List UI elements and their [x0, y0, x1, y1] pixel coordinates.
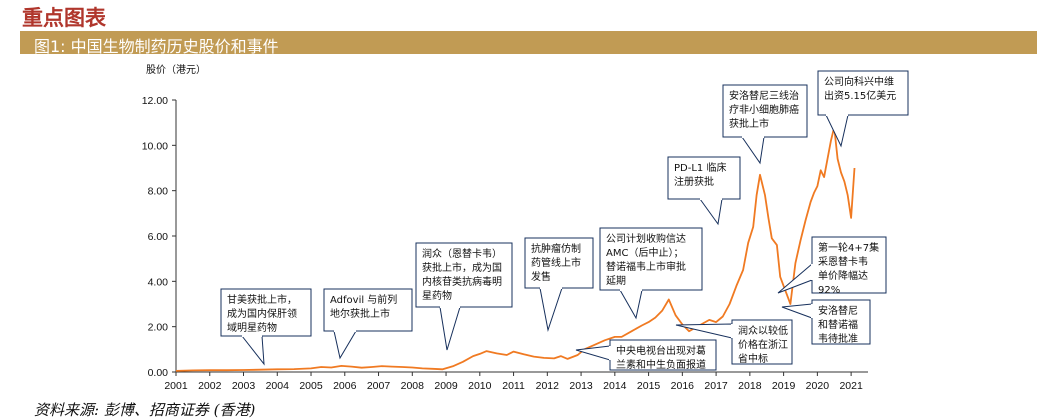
callout-text: 公司向科兴中维出资5.15亿美元: [824, 75, 896, 102]
x-tick-label: 2021: [839, 380, 863, 392]
source-note: 资料来源: 彭博、招商证券 (香港): [34, 401, 256, 419]
y-tick-label: 6.00: [148, 231, 169, 243]
callout-pointer: [781, 303, 813, 319]
callout-pointer: [240, 335, 265, 366]
figure-title-bar: 图1: 中国生物制药历史股价和事件: [20, 31, 1037, 56]
event-callout: Adfovil 与前列地尔获批上市: [323, 288, 413, 360]
callout-pointer: [333, 330, 357, 360]
callout-box: [220, 288, 312, 337]
callout-text: 润众（恩替卡韦）获批上市，成为国内核苷类抗病毒明星药物: [422, 247, 502, 302]
callout-pointer: [675, 323, 733, 339]
x-tick-label: 2003: [232, 380, 256, 392]
callout-text: 甘美获批上市，成为国内保肝领域明星药物: [227, 293, 297, 334]
callout-box: [323, 288, 413, 332]
callout-box: [599, 227, 703, 291]
x-tick-label: 2018: [738, 380, 762, 392]
x-tick-label: 2006: [333, 380, 357, 392]
callout-pointer: [619, 289, 643, 320]
event-callout: 公司计划收购信达 AMC（后中止）；替诺福韦上市审批延期: [599, 227, 703, 320]
x-tick-label: 2007: [367, 380, 391, 392]
y-tick-label: 8.00: [148, 186, 169, 198]
callout-text: PD-L1 临床注册获批: [674, 161, 726, 188]
callout-box: [667, 156, 741, 200]
x-tick-label: 2017: [704, 380, 728, 392]
callout-box: [811, 299, 871, 345]
x-tick-label: 2015: [637, 380, 661, 392]
x-tick-label: 2008: [401, 380, 425, 392]
y-tick-label: 10.00: [142, 140, 168, 152]
price-series-line: [175, 126, 856, 372]
x-tick-label: 2012: [536, 380, 560, 392]
callout-text: 安洛替尼和替诺福韦待批准: [818, 304, 858, 345]
event-callout: PD-L1 临床注册获批: [667, 156, 741, 226]
event-callout: 第一轮4+7集采恩替卡韦单价降幅达 92%: [777, 236, 887, 296]
callout-text: 安洛替尼三线治疗非小细胞肺癌获批上市: [729, 89, 799, 130]
event-callout: 中央电视台出现对葛兰素和中生负面报道: [575, 339, 717, 371]
y-tick-label: 12.00: [142, 95, 168, 107]
callout-text: 中央电视台出现对葛兰素和中生负面报道: [616, 344, 706, 371]
x-tick-label: 2001: [164, 380, 188, 392]
x-tick-label: 2019: [772, 380, 796, 392]
x-tick-label: 2020: [806, 380, 830, 392]
section-title: 重点图表: [22, 5, 106, 30]
callout-pointer: [825, 114, 849, 148]
event-callout: 甘美获批上市，成为国内保肝领域明星药物: [220, 288, 312, 366]
event-callout: 安洛替尼三线治疗非小细胞肺癌获批上市: [722, 84, 808, 165]
x-tick-label: 2005: [299, 380, 323, 392]
x-tick-label: 2010: [468, 380, 492, 392]
x-tick-label: 2004: [266, 380, 290, 392]
event-callout: 公司向科兴中维出资5.15亿美元: [817, 70, 909, 148]
callout-box: [817, 70, 909, 116]
x-tick-label: 2013: [569, 380, 593, 392]
event-callout: 安洛替尼和替诺福韦待批准: [781, 299, 871, 345]
callout-box: [722, 84, 808, 138]
x-tick-label: 2011: [502, 380, 525, 392]
callout-box: [415, 242, 513, 308]
callout-text: 第一轮4+7集采恩替卡韦单价降幅达 92%: [818, 241, 879, 296]
callout-box: [609, 339, 717, 371]
callout-pointer: [699, 198, 723, 226]
callout-text: 抗肿瘤仿制药管线上市发售: [531, 242, 581, 283]
x-tick-label: 2016: [671, 380, 695, 392]
y-axis-label: 股价（港元）: [146, 64, 206, 76]
callout-text: 润众以较低价格在浙江省中标: [738, 324, 788, 365]
x-tick-label: 2014: [603, 380, 627, 392]
x-tick-label: 2009: [434, 380, 458, 392]
event-callout: 润众以较低价格在浙江省中标: [675, 319, 793, 365]
figure-title: 图1: 中国生物制药历史股价和事件: [34, 37, 279, 56]
y-tick-label: 0.00: [148, 367, 169, 379]
y-tick-label: 4.00: [148, 276, 169, 288]
callout-text: 公司计划收购信达 AMC（后中止）；替诺福韦上市审批延期: [606, 232, 686, 287]
x-tick-label: 2002: [198, 380, 222, 392]
event-callout: 抗肿瘤仿制药管线上市发售: [524, 237, 594, 332]
event-callout: 润众（恩替卡韦）获批上市，成为国内核苷类抗病毒明星药物: [415, 242, 513, 351]
callout-pointer: [741, 136, 765, 165]
callout-pointer: [439, 306, 461, 351]
callout-text: Adfovil 与前列地尔获批上市: [330, 293, 397, 320]
callout-pointer: [539, 287, 563, 332]
stock-price-chart: 股价（港元） 0.00 2.00 4.00 6.00 8.00 10.00 12.00 2001…: [142, 64, 909, 392]
callout-box: [811, 236, 887, 294]
y-tick-label: 2.00: [148, 322, 169, 334]
callout-box: [731, 319, 793, 365]
